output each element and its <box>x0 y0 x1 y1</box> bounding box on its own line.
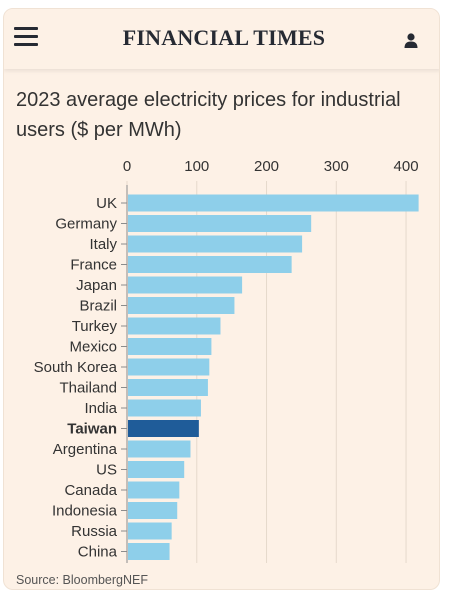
category-label: Russia <box>71 523 118 540</box>
user-icon[interactable] <box>402 31 420 51</box>
category-label: Mexico <box>69 339 117 356</box>
bar-japan <box>128 276 243 294</box>
chart-title: 2023 average electricity prices for indu… <box>16 89 401 141</box>
category-label: Germany <box>55 216 117 233</box>
bar-india <box>128 399 201 417</box>
bar-mexico <box>128 338 212 355</box>
category-label: China <box>78 544 118 561</box>
category-label: Thailand <box>59 380 117 397</box>
bar-brazil <box>128 297 235 314</box>
bar-south-korea <box>128 358 210 376</box>
brand-logo[interactable]: FINANCIAL TIMES <box>122 25 326 50</box>
x-tick-label: 0 <box>123 158 131 175</box>
x-tick-label: 300 <box>324 158 349 175</box>
bar-turkey <box>128 317 221 335</box>
category-label: South Korea <box>34 359 118 376</box>
bar-argentina <box>128 440 191 458</box>
category-label: Taiwan <box>67 421 117 438</box>
x-tick-label: 200 <box>254 158 279 175</box>
bar-france <box>128 256 292 273</box>
bar-us <box>128 461 185 478</box>
category-label: France <box>70 257 117 274</box>
category-label: Indonesia <box>52 503 118 520</box>
bar-china <box>128 543 170 560</box>
x-tick-label: 400 <box>394 158 419 175</box>
x-tick-label: 100 <box>184 158 209 175</box>
bar-canada <box>128 481 180 499</box>
bar-russia <box>128 522 172 540</box>
category-label: Turkey <box>72 318 118 335</box>
bar-germany <box>128 215 312 232</box>
bar-thailand <box>128 379 208 396</box>
bar-indonesia <box>128 502 178 519</box>
hamburger-menu-icon[interactable] <box>14 27 38 49</box>
category-label: Italy <box>89 236 117 253</box>
app-header: FINANCIAL TIMES <box>4 9 439 69</box>
category-label: Brazil <box>79 298 117 315</box>
source-note: Source: BloombergNEF <box>16 573 149 587</box>
bar-uk <box>128 194 419 212</box>
category-label: Canada <box>64 482 117 499</box>
category-label: India <box>84 400 117 417</box>
category-label: Argentina <box>53 441 118 458</box>
bar-italy <box>128 235 303 253</box>
category-label: US <box>96 462 117 479</box>
category-label: UK <box>96 195 117 212</box>
category-label: Japan <box>76 277 117 294</box>
chart-card: FINANCIAL TIMES 2023 average electricity… <box>3 8 440 590</box>
bar-chart: 0 100 200 300 400 UK Germany Italy France Japan Br… <box>34 158 419 563</box>
bar-taiwan <box>128 420 199 437</box>
